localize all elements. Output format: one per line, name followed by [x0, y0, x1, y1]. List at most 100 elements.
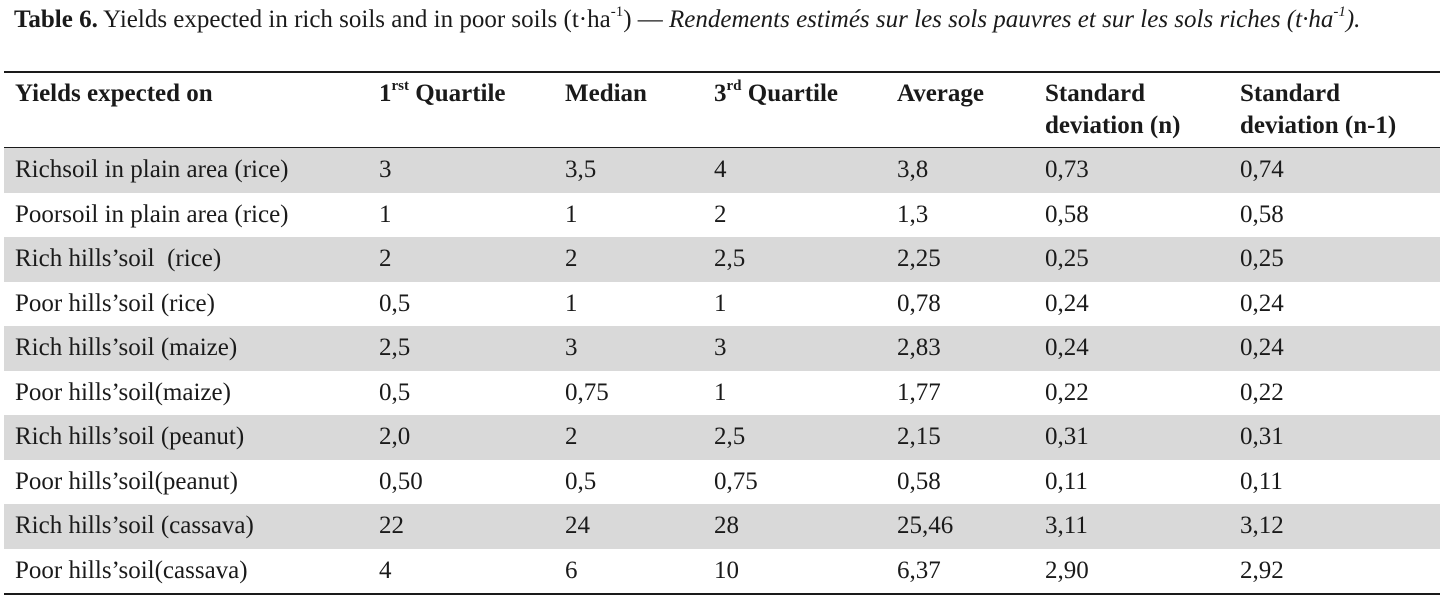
cell-sd-n-1: 0,24 [1240, 334, 1284, 361]
cell-average: 0,78 [897, 289, 941, 317]
row-label: Rich hills’soil (peanut) [15, 423, 245, 450]
header-sd-n-line2: deviation (n) [1045, 112, 1181, 139]
cell-sd-n: 0,31 [1045, 423, 1089, 450]
header-sd-n-line1: Standard [1045, 80, 1146, 107]
cell-first-quartile: 2,5 [379, 334, 411, 361]
cell-average: 3,8 [897, 156, 929, 183]
cell-first-quartile: 3 [379, 156, 392, 183]
table-row: Rich hills’soil (cassava) 22 24 28 25,46 3,11… [4, 504, 1440, 549]
header-average: Average [897, 80, 984, 107]
cell-first-quartile: 1 [379, 200, 392, 228]
table-row: Poor hills’soil(maize) 0,5 0,75 1 1,77 0,22 0,… [4, 371, 1440, 416]
cell-third-quartile: 2,5 [714, 245, 746, 272]
cell-third-quartile: 1 [714, 378, 727, 406]
cell-sd-n-1: 2,92 [1240, 556, 1284, 584]
header-yields-expected-on: Yields expected on [15, 80, 213, 107]
header-median: Median [565, 80, 647, 107]
table-row: Richsoil in plain area (rice) 3 3,5 4 3,8 0,7… [4, 148, 1440, 193]
cell-third-quartile: 2,5 [714, 423, 746, 450]
table-header-rule [4, 147, 1440, 148]
row-label: Poor hills’soil(maize) [15, 378, 231, 406]
cell-first-quartile: 22 [379, 512, 404, 539]
cell-average: 1,77 [897, 378, 941, 406]
header-third-quartile-number: 3 [714, 80, 727, 107]
header-first-quartile: 1rst Quartile [379, 78, 506, 110]
cell-third-quartile: 4 [714, 156, 727, 183]
header-third-quartile-superscript: rd [726, 77, 742, 94]
caption-french-text: Rendements estimés sur les sols pauvres … [669, 3, 1361, 33]
cell-sd-n: 2,90 [1045, 556, 1089, 584]
caption-french-main: Rendements estimés sur les sols pauvres … [669, 6, 1334, 33]
table-row: Rich hills’soil (peanut) 2,0 2 2,5 2,15 0,31 0… [4, 415, 1440, 460]
cell-first-quartile: 0,50 [379, 467, 423, 495]
cell-sd-n: 0,24 [1045, 334, 1089, 361]
cell-median: 24 [565, 512, 590, 539]
cell-average: 2,83 [897, 334, 941, 361]
cell-first-quartile: 0,5 [379, 378, 411, 406]
cell-median: 2 [565, 245, 578, 272]
cell-median: 3 [565, 334, 578, 361]
caption-french-close: ). [1345, 6, 1361, 33]
cell-third-quartile: 0,75 [714, 467, 758, 495]
table-row: Poor hills’soil(cassava) 4 6 10 6,37 2,90 2,92 [4, 549, 1440, 594]
cell-third-quartile: 28 [714, 512, 739, 539]
cell-average: 2,25 [897, 245, 941, 272]
row-label: Richsoil in plain area (rice) [15, 156, 289, 183]
cell-sd-n: 0,24 [1045, 289, 1089, 317]
caption-english-close: ) — [623, 6, 670, 33]
row-label: Poorsoil in plain area (rice) [15, 200, 289, 228]
cell-sd-n: 0,58 [1045, 200, 1089, 228]
cell-sd-n-1: 0,31 [1240, 423, 1284, 450]
cell-average: 2,15 [897, 423, 941, 450]
cell-third-quartile: 3 [714, 334, 727, 361]
header-third-quartile-text: Quartile [741, 80, 839, 107]
cell-third-quartile: 10 [714, 556, 739, 584]
header-first-quartile-number: 1 [379, 80, 392, 107]
caption-french-superscript: -1 [1333, 3, 1346, 20]
header-sd-n1-line2: deviation (n-1) [1240, 112, 1397, 139]
cell-median: 6 [565, 556, 578, 584]
table-bottom-rule [4, 593, 1440, 595]
row-label: Rich hills’soil (cassava) [15, 512, 254, 539]
cell-average: 1,3 [897, 200, 929, 228]
table-caption: Table 6. Yields expected in rich soils a… [14, 4, 1432, 35]
row-label: Rich hills’soil (rice) [15, 245, 222, 272]
cell-median: 1 [565, 289, 578, 317]
cell-first-quartile: 2,0 [379, 423, 411, 450]
cell-sd-n-1: 0,25 [1240, 245, 1284, 272]
cell-median: 3,5 [565, 156, 597, 183]
cell-sd-n: 0,25 [1045, 245, 1089, 272]
table-row: Rich hills’soil (rice) 2 2 2,5 2,25 0,25 0,25 [4, 237, 1440, 282]
table-header-row: Yields expected on 1rst Quartile Median … [4, 73, 1440, 147]
caption-english-text: Yields expected in rich soils and in poo… [97, 6, 611, 33]
cell-average: 6,37 [897, 556, 941, 584]
header-standard-deviation-n-1: Standard deviation (n-1) [1240, 78, 1396, 142]
cell-median: 0,5 [565, 467, 597, 495]
cell-sd-n: 0,73 [1045, 156, 1089, 183]
header-sd-n1-line1: Standard [1240, 80, 1341, 107]
cell-sd-n: 3,11 [1045, 512, 1088, 539]
header-first-quartile-superscript: rst [391, 77, 410, 94]
cell-average: 0,58 [897, 467, 941, 495]
cell-median: 1 [565, 200, 578, 228]
cell-sd-n-1: 0,74 [1240, 156, 1284, 183]
cell-sd-n: 0,22 [1045, 378, 1089, 406]
header-standard-deviation-n: Standard deviation (n) [1045, 78, 1180, 142]
table-body: Richsoil in plain area (rice) 3 3,5 4 3,8 0,7… [4, 148, 1440, 593]
table-top-rule [4, 71, 1440, 73]
cell-sd-n-1: 3,12 [1240, 512, 1284, 539]
table-row: Poorsoil in plain area (rice) 1 1 2 1,3 0,58 0… [4, 193, 1440, 238]
header-first-quartile-text: Quartile [409, 80, 506, 107]
cell-sd-n-1: 0,11 [1240, 467, 1283, 495]
cell-sd-n-1: 0,58 [1240, 200, 1284, 228]
table-row: Rich hills’soil (maize) 2,5 3 3 2,83 0,24 0,24 [4, 326, 1440, 371]
caption-label: Table 6. [14, 6, 98, 33]
cell-sd-n-1: 0,24 [1240, 289, 1284, 317]
header-third-quartile: 3rd Quartile [714, 78, 838, 110]
row-label: Poor hills’soil(peanut) [15, 467, 238, 495]
cell-median: 0,75 [565, 378, 609, 406]
table-row: Poor hills’soil (rice) 0,5 1 1 0,78 0,24 0,24 [4, 282, 1440, 327]
row-label: Poor hills’soil (rice) [15, 289, 215, 317]
cell-first-quartile: 4 [379, 556, 392, 584]
